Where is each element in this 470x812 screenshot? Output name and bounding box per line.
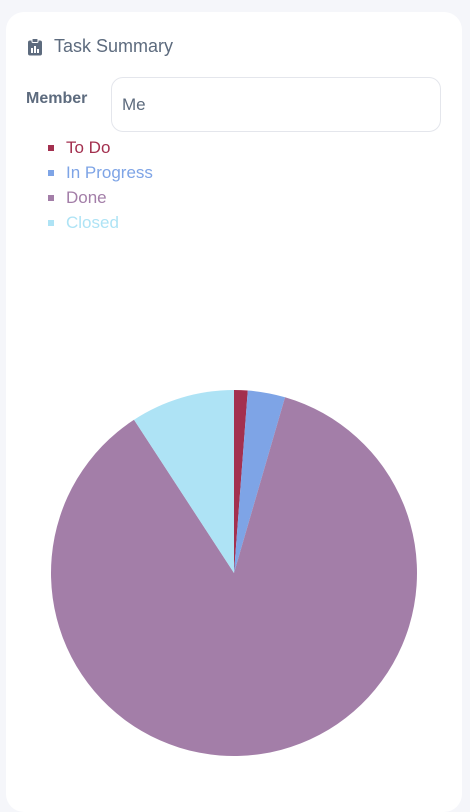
- legend-item[interactable]: In Progress: [48, 160, 153, 185]
- pie-slice-to-do[interactable]: [234, 390, 248, 573]
- legend-label: To Do: [66, 137, 111, 157]
- legend-swatch: [48, 144, 54, 151]
- pie-slice-done[interactable]: [50, 397, 417, 756]
- legend-swatch: [48, 169, 54, 176]
- legend-item[interactable]: Done: [48, 185, 153, 210]
- legend-label: Done: [66, 187, 107, 207]
- clipboard-chart-icon: [28, 37, 42, 55]
- legend-swatch: [48, 194, 54, 201]
- legend-label: Closed: [66, 212, 119, 232]
- legend-label: In Progress: [66, 162, 153, 182]
- legend-item[interactable]: To Do: [48, 135, 153, 160]
- pie-slice-closed[interactable]: [134, 390, 234, 573]
- pie-chart: [50, 390, 417, 756]
- legend-item[interactable]: Closed: [48, 210, 153, 235]
- chart-legend: To Do In Progress Done Closed: [48, 135, 153, 235]
- member-label: Member: [26, 90, 88, 107]
- card-header: Task Summary: [26, 36, 173, 57]
- legend-swatch: [48, 219, 54, 226]
- task-summary-card: Task Summary Member Me To Do In Progress D…: [6, 12, 462, 812]
- member-select[interactable]: Me: [111, 77, 441, 132]
- pie-slice-in-progress[interactable]: [234, 390, 286, 573]
- card-title: Task Summary: [54, 36, 174, 56]
